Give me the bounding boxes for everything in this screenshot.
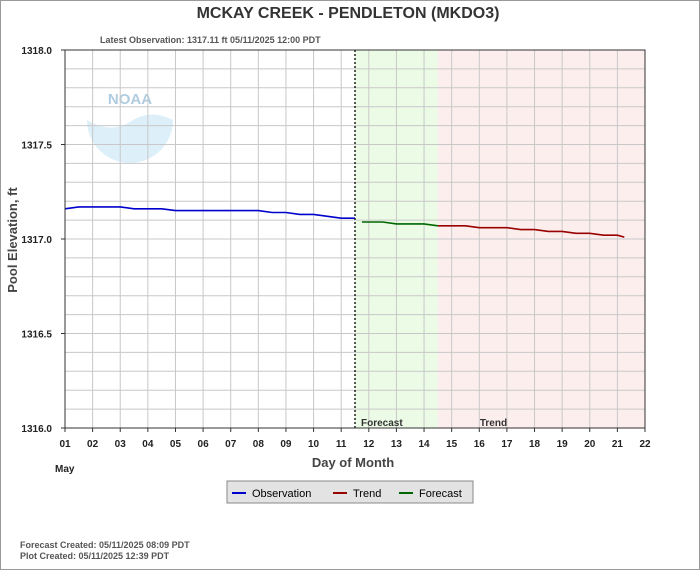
noaa-logo-icon: NOAA	[87, 77, 173, 163]
y-axis-label: Pool Elevation, ft	[5, 187, 20, 293]
x-axis-ticks: 01 02 03 04 05 06 07 08 09 10 11 12 13 14 15 16 17 18 19 20…	[59, 428, 651, 450]
x-tick-label: 02	[87, 439, 99, 450]
x-tick-label: 21	[612, 439, 624, 450]
chart-title: MCKAY CREEK - PENDLETON (MKDO3)	[197, 5, 500, 22]
legend-box	[226, 480, 474, 504]
series-line-trend	[437, 225, 625, 238]
x-tick-label: 05	[170, 439, 182, 450]
region-label-forecast: Forecast	[361, 418, 403, 429]
y-tick-label: 1318.0	[21, 46, 52, 57]
x-tick-label: 09	[280, 439, 292, 450]
x-tick-label: 16	[474, 439, 486, 450]
x-tick-label: 06	[198, 439, 210, 450]
x-tick-label: 10	[308, 439, 320, 450]
x-tick-label: 12	[363, 439, 375, 450]
x-tick-label: 13	[391, 439, 403, 450]
month-label: May	[55, 464, 75, 475]
x-tick-label: 19	[557, 439, 569, 450]
legend-label-trend: Trend	[353, 488, 381, 500]
x-tick-label: 07	[225, 439, 237, 450]
noaa-logo-text: NOAA	[108, 91, 152, 108]
chart-series	[64, 206, 625, 238]
legend-label-forecast: Forecast	[419, 488, 462, 500]
x-tick-label: 17	[501, 439, 513, 450]
legend-label-observation: Observation	[252, 488, 311, 500]
x-tick-label: 15	[446, 439, 458, 450]
x-tick-label: 22	[639, 439, 651, 450]
x-tick-label: 01	[59, 439, 71, 450]
x-tick-label: 18	[529, 439, 541, 450]
y-axis-ticks: 1316.0 1316.5 1317.0 1317.5 1318.0	[21, 46, 65, 435]
y-tick-label: 1317.5	[21, 141, 52, 152]
x-tick-label: 14	[418, 439, 430, 450]
x-tick-label: 03	[115, 439, 127, 450]
y-tick-label: 1316.5	[21, 330, 52, 341]
x-tick-label: 04	[142, 439, 154, 450]
forecast-created-text: Forecast Created: 05/11/2025 08:09 PDT	[20, 540, 190, 550]
region-labels: Forecast Trend	[361, 418, 507, 429]
x-tick-label: 20	[584, 439, 596, 450]
x-axis-label: Day of Month	[312, 455, 394, 470]
chart-grid	[64, 49, 646, 429]
region-label-trend: Trend	[480, 418, 507, 429]
series-line-forecast	[361, 221, 439, 227]
plot-created-text: Plot Created: 05/11/2025 12:39 PDT	[20, 551, 170, 561]
series-line-observation	[64, 206, 355, 219]
x-tick-label: 11	[336, 439, 347, 450]
chart-legend: Observation Trend Forecast	[226, 480, 474, 504]
y-tick-label: 1316.0	[21, 424, 52, 435]
x-tick-label: 08	[253, 439, 265, 450]
latest-observation-text: Latest Observation: 1317.11 ft 05/11/202…	[100, 35, 321, 45]
y-tick-label: 1317.0	[21, 235, 52, 246]
